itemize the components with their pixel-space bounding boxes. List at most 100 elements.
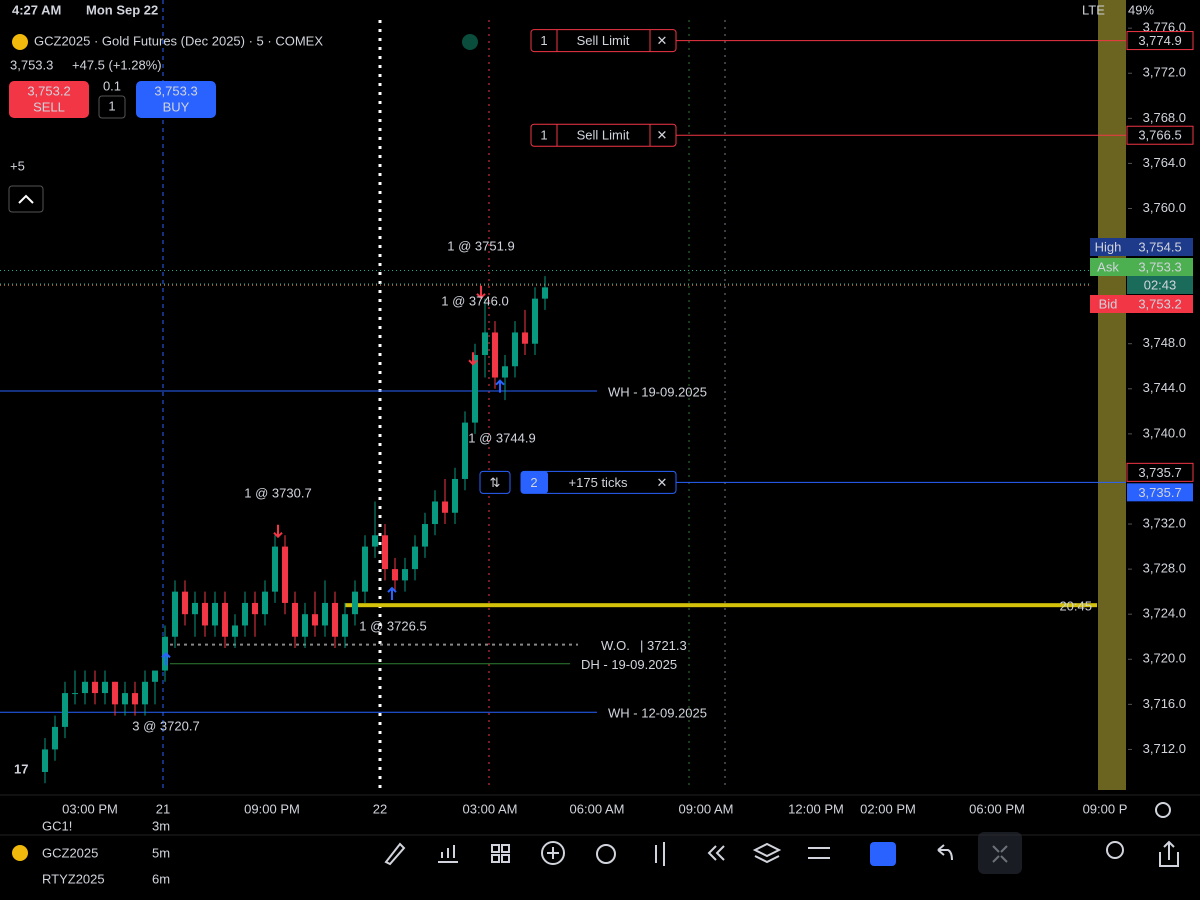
fill-arrow: [387, 586, 397, 601]
order-box[interactable]: [530, 123, 677, 147]
fullscreen-button[interactable]: [978, 832, 1022, 874]
collapse-button[interactable]: [8, 185, 44, 213]
y-tick-label: 3,748.0: [1143, 335, 1186, 350]
order-cancel[interactable]: ✕: [657, 128, 668, 143]
last-price: 3,753.3: [10, 57, 53, 72]
candle-body: [412, 546, 418, 570]
order-price: 3,766.5: [1138, 128, 1181, 143]
order-tag: [1126, 31, 1194, 51]
sell-label: SELL: [33, 99, 65, 114]
network: LTE: [1082, 2, 1105, 17]
order-type: Sell Limit: [577, 128, 630, 143]
open-price: | 3721.3: [640, 638, 687, 653]
order-box[interactable]: [530, 29, 677, 53]
candle-body: [322, 602, 328, 626]
x-tick-label: 09:00 AM: [679, 801, 734, 816]
open-label: W.O.: [601, 638, 630, 653]
candle-body: [542, 287, 548, 299]
settings-icon[interactable]: [1155, 802, 1171, 818]
order-type: Sell Limit: [577, 33, 630, 48]
ghost-symbol: GC1!: [42, 818, 72, 833]
order-qty: 1: [540, 128, 547, 143]
fill-arrow: [495, 379, 505, 393]
qty-box[interactable]: [98, 95, 126, 119]
x-tick-label: 12:00 PM: [788, 801, 844, 816]
fill-arrow: [273, 524, 283, 539]
position-flip[interactable]: [479, 470, 511, 494]
y-tick-label: 3,776.0: [1143, 20, 1186, 35]
candle-body: [182, 591, 188, 615]
order-tag: [1126, 125, 1194, 145]
y-tick-label: 3,724.0: [1143, 606, 1186, 621]
tag-value: 3,753.2: [1138, 296, 1181, 311]
candle-body: [142, 681, 148, 705]
x-tick-label: 09:00 P: [1083, 801, 1128, 816]
candle-body: [232, 625, 238, 637]
ghost-symbol: RTYZ2025: [42, 871, 105, 886]
x-tick-label: 09:00 PM: [244, 801, 300, 816]
ghost-interval: 6m: [152, 871, 170, 886]
y-tick-label: 3,764.0: [1143, 155, 1186, 170]
candle-body: [372, 535, 378, 547]
position-price: 3,735.7: [1138, 485, 1181, 500]
fill-arrow: [468, 352, 478, 366]
position-qty: 2: [530, 475, 537, 490]
candle-body: [262, 591, 268, 615]
y-tick-label: 3,760.0: [1143, 200, 1186, 215]
x-tick-label: 06:00 PM: [969, 801, 1025, 816]
tag-value: 3,754.5: [1138, 239, 1181, 254]
candle-body: [222, 602, 228, 637]
candle-body: [402, 569, 408, 581]
level-label: DH - 19-09.2025: [581, 657, 677, 672]
chevron-icon: [18, 194, 34, 204]
candle-body: [192, 602, 198, 615]
y-tick-label: 3,732.0: [1143, 515, 1186, 530]
symbol-icon: [12, 845, 28, 861]
buy-button[interactable]: [136, 81, 216, 118]
x-tick-label: 03:00 AM: [463, 801, 518, 816]
candle-body: [472, 354, 478, 423]
flip-icon: ⇅: [490, 475, 501, 490]
candle-body: [482, 332, 488, 355]
countdown-bg: [1127, 276, 1193, 294]
candle-body: [102, 681, 108, 694]
candle-body: [462, 422, 468, 479]
order-cancel[interactable]: ✕: [657, 33, 668, 48]
status-time: 4:27 AM: [12, 2, 61, 17]
position-qty-bg: [521, 471, 548, 494]
candle-body: [442, 501, 448, 513]
candle-body: [252, 602, 258, 615]
tag-label-bg: [1090, 258, 1127, 276]
session-label: 20:45: [1059, 599, 1092, 614]
sell-button[interactable]: [9, 81, 89, 118]
toolbar-symbol[interactable]: GCZ2025: [42, 845, 98, 860]
candle-body: [532, 298, 538, 344]
toolbar-interval[interactable]: 5m: [152, 845, 170, 860]
fill-label: 1 @ 3746.0: [441, 293, 508, 308]
x-tick-label: 22: [373, 801, 387, 816]
position-close[interactable]: ✕: [657, 475, 668, 490]
battery: 49%: [1128, 2, 1154, 17]
price-change: +47.5 (+1.28%): [72, 57, 162, 72]
toolbar-icons[interactable]: [384, 840, 1179, 867]
candle-body: [422, 524, 428, 547]
tag-label-bg: [1090, 295, 1127, 313]
status-date: Mon Sep 22: [86, 2, 158, 17]
y-tick-label: 3,716.0: [1143, 696, 1186, 711]
candle-body: [62, 693, 68, 727]
buy-label: BUY: [163, 99, 190, 114]
session-line: [345, 603, 1097, 608]
fill-label: 3 @ 3720.7: [132, 718, 199, 733]
y-tick-label: 3,712.0: [1143, 741, 1186, 756]
qty: 1: [108, 98, 115, 113]
candle-body: [362, 546, 368, 592]
trade-button[interactable]: [870, 842, 896, 866]
candle-body: [512, 332, 518, 367]
candle-body: [52, 726, 58, 750]
position-price: 3,735.7: [1138, 465, 1181, 480]
collapsed-count: +5: [10, 158, 25, 173]
candle-body: [292, 602, 298, 637]
symbol-title[interactable]: GCZ2025 · Gold Futures (Dec 2025) · 5 · …: [34, 33, 323, 48]
level-label: WH - 19-09.2025: [608, 384, 707, 399]
